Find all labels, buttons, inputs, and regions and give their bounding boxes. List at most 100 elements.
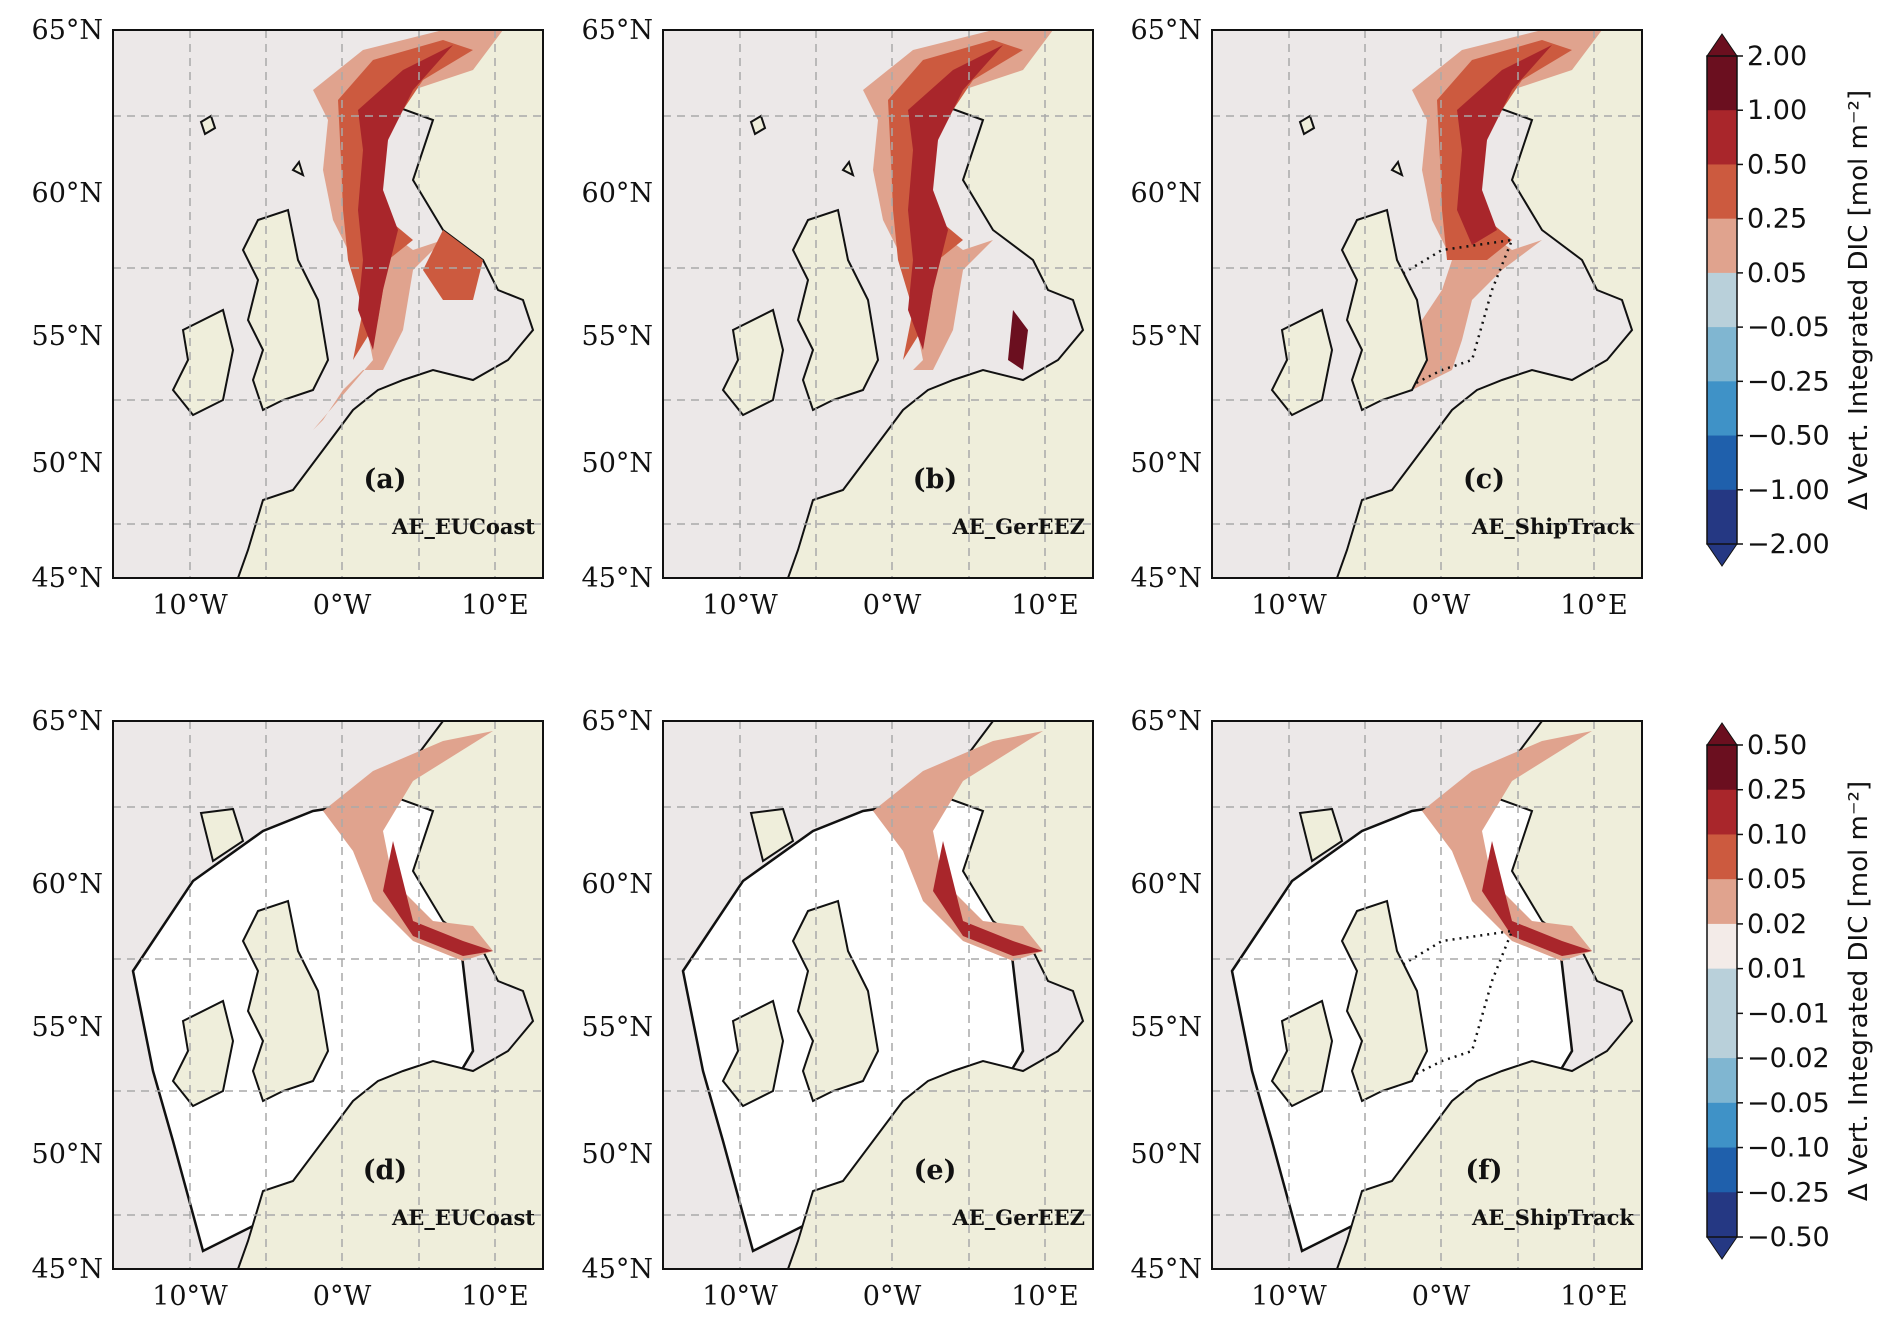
panel-letter: (f)	[1465, 1155, 1502, 1186]
map-panel-a: (a) AE_EUCoast	[112, 29, 544, 579]
colorbar-tick-label: 0.02	[1747, 909, 1807, 940]
colorbar-segment	[1707, 1102, 1737, 1149]
lat-tick-label: 65°N	[1131, 706, 1202, 737]
lat-tick-label: 65°N	[1131, 15, 1202, 46]
lat-tick-label: 50°N	[582, 448, 653, 479]
lon-tick-label: 10°W	[1251, 590, 1327, 621]
lat-tick-label: 50°N	[32, 1139, 103, 1170]
lat-tick-label: 45°N	[582, 1254, 653, 1285]
lat-tick-label: 60°N	[582, 869, 653, 900]
colorbar-tick-label: −2.00	[1747, 529, 1830, 560]
lon-tick-label: 10°E	[1560, 590, 1628, 621]
map-panel-e: (e) AE_GerEEZ	[662, 720, 1094, 1270]
colorbar-tick-label: −1.00	[1747, 475, 1830, 506]
lon-tick-label: 0°W	[313, 1281, 372, 1312]
panel-name: AE_ShipTrack	[1471, 1205, 1634, 1230]
lon-tick-label: 0°W	[313, 590, 372, 621]
colorbar-tick-label: −0.50	[1747, 421, 1830, 452]
colorbar-label: Δ Vert. Integrated DIC [mol m⁻²]	[1844, 781, 1874, 1201]
lat-tick-label: 50°N	[1131, 1139, 1202, 1170]
lon-tick-label: 10°W	[702, 1281, 778, 1312]
panel-letter: (c)	[1463, 464, 1505, 495]
lat-tick-label: 55°N	[32, 321, 103, 352]
colorbar-segment	[1707, 745, 1737, 791]
panel-name: AE_EUCoast	[391, 1205, 535, 1230]
colorbar-segment	[1707, 1058, 1737, 1104]
colorbar-segment	[1707, 110, 1737, 165]
colorbar-extend-min	[1706, 543, 1738, 567]
colorbar-tick-label: 1.00	[1747, 95, 1807, 126]
lat-tick-label: 65°N	[582, 15, 653, 46]
colorbar-segment	[1707, 1192, 1737, 1238]
lat-tick-label: 60°N	[32, 178, 103, 209]
colorbar-extend-max	[1706, 33, 1738, 57]
colorbar-tick-label: 0.10	[1747, 819, 1807, 850]
colorbar-tick-label: 0.05	[1747, 864, 1807, 895]
lat-tick-label: 60°N	[32, 869, 103, 900]
colorbar-segment	[1707, 834, 1737, 880]
colorbars: 2.00 1.00 0.50 0.25 0.05 −0.05 −0.25 −0.50 −1.00…	[1706, 33, 1874, 1260]
colorbar-segment	[1707, 56, 1737, 111]
colorbar-frame	[1706, 744, 1738, 1238]
colorbar-segment	[1707, 435, 1737, 491]
panel-letter: (a)	[363, 464, 406, 495]
lon-tick-label: 10°E	[461, 1281, 529, 1312]
map-panel-f: (f) AE_ShipTrack	[1211, 720, 1643, 1270]
lon-tick-label: 0°W	[1412, 590, 1471, 621]
colorbar-segment	[1707, 789, 1737, 835]
colorbar-segment	[1707, 489, 1737, 545]
colorbar-extend-max	[1706, 722, 1738, 746]
lat-tick-label: 45°N	[1131, 563, 1202, 594]
panel-name: AE_ShipTrack	[1471, 514, 1634, 539]
colorbar-tick-label: −0.25	[1747, 366, 1830, 397]
lon-tick-label: 10°W	[152, 1281, 228, 1312]
lat-tick-label: 60°N	[582, 178, 653, 209]
colorbar-segment	[1707, 381, 1737, 437]
lat-tick-label: 55°N	[582, 1012, 653, 1043]
colorbar-segment	[1707, 968, 1737, 1014]
lon-tick-label: 10°W	[1251, 1281, 1327, 1312]
lat-tick-label: 55°N	[582, 321, 653, 352]
lat-tick-label: 65°N	[32, 706, 103, 737]
colorbar-segment	[1707, 164, 1737, 220]
colorbar-tick-label: −0.10	[1747, 1133, 1830, 1164]
lat-tick-label: 50°N	[32, 448, 103, 479]
lat-tick-label: 45°N	[32, 1254, 103, 1285]
colorbar-extend-min	[1706, 1236, 1738, 1260]
colorbar-tick-label: −0.25	[1747, 1177, 1830, 1208]
panel-name: AE_GerEEZ	[951, 514, 1085, 539]
colorbar-tick-label: −0.05	[1747, 1088, 1830, 1119]
colorbar-tick-label: −0.05	[1747, 312, 1830, 343]
colorbar-segment	[1707, 272, 1737, 328]
lon-tick-label: 0°W	[863, 590, 922, 621]
panel-letter: (d)	[363, 1155, 407, 1186]
colorbar-tick-label: 0.25	[1747, 204, 1807, 235]
lat-tick-label: 45°N	[582, 563, 653, 594]
lon-tick-label: 10°W	[152, 590, 228, 621]
colorbar-tick-label: 0.25	[1747, 775, 1807, 806]
colorbar-tick-label: 0.50	[1747, 149, 1807, 180]
colorbar-tick-label: 2.00	[1747, 41, 1807, 72]
colorbar-tick-label: 0.01	[1747, 954, 1807, 985]
colorbar-segment	[1707, 218, 1737, 274]
lat-tick-label: 55°N	[32, 1012, 103, 1043]
colorbar-segment	[1707, 923, 1737, 970]
colorbar-segment	[1707, 1013, 1737, 1059]
lat-tick-label: 60°N	[1131, 869, 1202, 900]
lon-tick-label: 10°E	[1011, 1281, 1079, 1312]
colorbar-tick-label: −0.02	[1747, 1043, 1830, 1074]
panel-letter: (e)	[914, 1155, 957, 1186]
colorbar-segment	[1707, 1147, 1737, 1193]
lon-tick-label: 0°W	[1412, 1281, 1471, 1312]
lon-tick-label: 10°W	[702, 590, 778, 621]
map-panel-c: (c) AE_ShipTrack	[1211, 29, 1643, 579]
lon-tick-label: 10°E	[1011, 590, 1079, 621]
map-panel-b: (b) AE_GerEEZ	[662, 29, 1094, 579]
colorbar-tick-label: 0.05	[1747, 258, 1807, 289]
panel-name: AE_EUCoast	[391, 514, 535, 539]
colorbar-segment	[1707, 327, 1737, 382]
colorbar-label: Δ Vert. Integrated DIC [mol m⁻²]	[1844, 90, 1874, 510]
colorbar-tick-label: 0.50	[1747, 730, 1807, 761]
lat-tick-label: 50°N	[1131, 448, 1202, 479]
